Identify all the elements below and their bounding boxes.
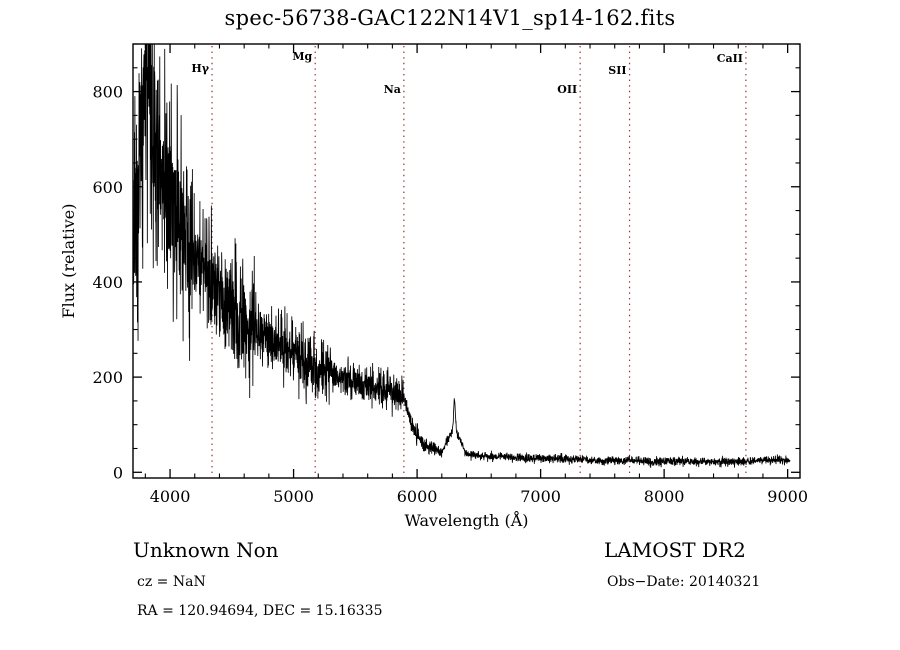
- survey-label: LAMOST DR2: [604, 538, 746, 562]
- line-label-3: OII: [557, 83, 577, 96]
- y-tick-label: 800: [92, 83, 123, 102]
- y-tick-label: 200: [92, 368, 123, 387]
- x-tick-label: 4000: [150, 487, 191, 506]
- object-class-label: Unknown Non: [133, 538, 279, 562]
- x-tick-label: 6000: [397, 487, 438, 506]
- plot-frame: [132, 43, 801, 479]
- spectrum-trace: [133, 44, 791, 468]
- coordinates-label: RA = 120.94694, DEC = 15.16335: [137, 603, 383, 619]
- line-label-0: Hγ: [191, 62, 209, 75]
- y-axis-label: Flux (relative): [59, 204, 78, 319]
- line-label-1: Mg: [292, 50, 312, 63]
- x-tick-label: 7000: [520, 487, 561, 506]
- x-tick-label: 9000: [767, 487, 808, 506]
- y-tick-label: 0: [113, 463, 123, 482]
- line-label-2: Na: [384, 83, 401, 96]
- page-title: spec-56738-GAC122N14V1_sp14-162.fits: [224, 6, 676, 30]
- redshift-label: cz = NaN: [137, 574, 206, 590]
- y-tick-label: 600: [92, 178, 123, 197]
- y-tick-label: 400: [92, 273, 123, 292]
- x-tick-label: 8000: [644, 487, 685, 506]
- line-label-5: CaII: [717, 52, 743, 65]
- x-axis-label: Wavelength (Å): [404, 510, 528, 530]
- x-tick-label: 5000: [273, 487, 314, 506]
- obs-date-label: Obs−Date: 20140321: [607, 574, 761, 590]
- line-label-4: SII: [608, 64, 626, 77]
